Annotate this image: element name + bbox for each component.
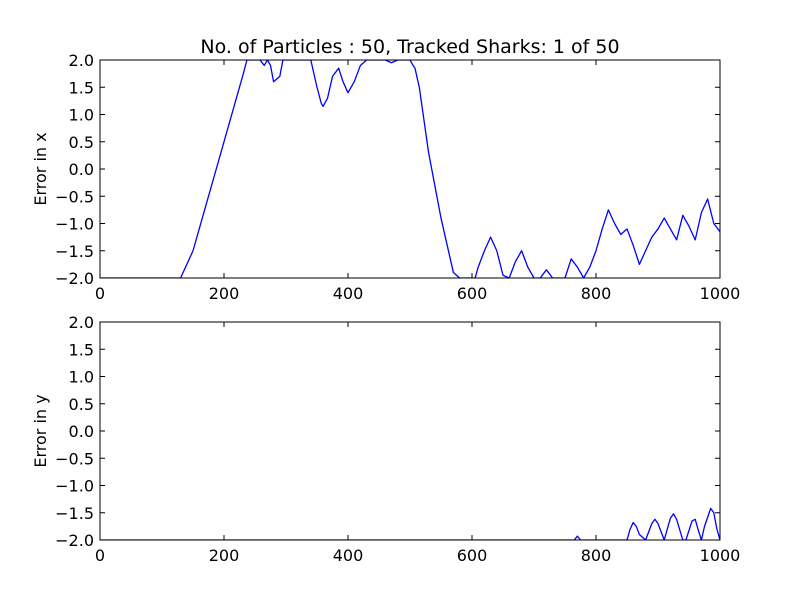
y-error-ytick-label: 1.5 [69,340,94,359]
y-error-xtick-label: 400 [333,546,364,565]
x-error-xtick-label: 600 [457,284,488,303]
x-error-ytick-label: −0.5 [55,187,94,206]
y-error-xtick-label: 800 [581,546,612,565]
y-error-ytick-label: 0.0 [69,422,94,441]
x-error-ylabel: Error in x [31,132,50,205]
x-error-xtick-label: 1000 [700,284,741,303]
x-error-ytick-label: −2.0 [55,269,94,288]
y-error-ytick-label: −1.0 [55,477,94,496]
x-error-xtick-label: 400 [333,284,364,303]
x-error-xtick-label: 0 [95,284,105,303]
y-error-xtick-label: 1000 [700,546,741,565]
x-error-xtick-label: 800 [581,284,612,303]
y-error-xtick-label: 0 [95,546,105,565]
y-error-ytick-label: −2.0 [55,531,94,550]
x-error-ytick-label: 0.0 [69,160,94,179]
chart-title: No. of Particles : 50, Tracked Sharks: 1… [200,36,619,58]
x-error-ytick-label: 1.5 [69,78,94,97]
y-error-ytick-label: 1.0 [69,368,94,387]
x-error-xtick-label: 200 [209,284,240,303]
x-error-ytick-label: −1.5 [55,242,94,261]
x-error-ytick-label: 2.0 [69,51,94,70]
bottom-subplot: 0 200 400 600 800 1000 2.0 1.5 1.0 0.5 0.0 −0.5 −1.0… [31,313,740,565]
y-error-ytick-label: −0.5 [55,449,94,468]
top-subplot: 0 200 400 600 800 1000 2.0 1.5 1.0 0.5 0.0 −0.5 −1.0… [31,51,740,303]
x-error-ytick-label: 0.5 [69,133,94,152]
y-error-ytick-label: 2.0 [69,313,94,332]
y-error-ytick-label: 0.5 [69,395,94,414]
y-error-xtick-label: 200 [209,546,240,565]
y-error-ylabel: Error in y [31,394,50,467]
x-error-series-line [100,60,720,278]
x-error-ytick-label: 1.0 [69,106,94,125]
x-error-ytick-label: −1.0 [55,215,94,234]
y-error-ytick-label: −1.5 [55,504,94,523]
y-error-xtick-label: 600 [457,546,488,565]
y-error-series-line [100,507,720,540]
